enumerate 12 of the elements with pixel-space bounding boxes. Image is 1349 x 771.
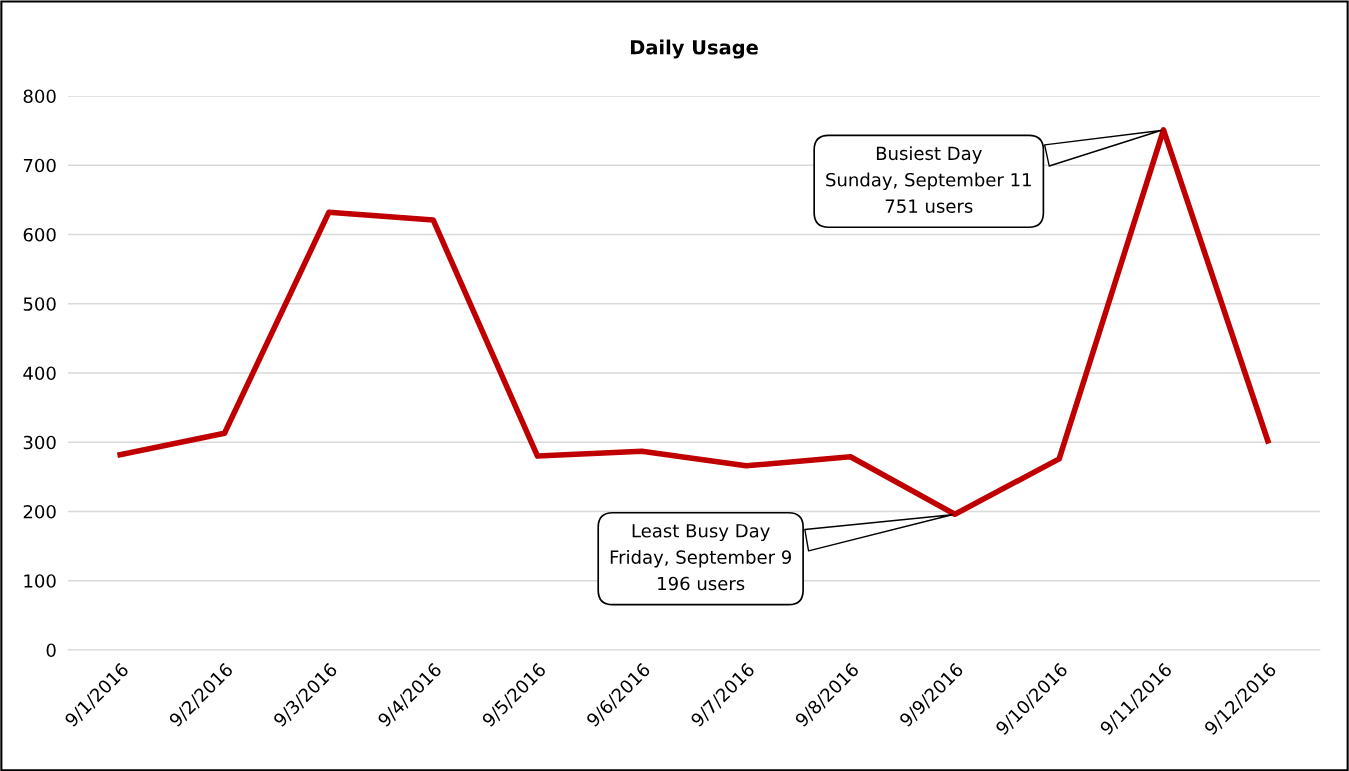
chart-title: Daily Usage bbox=[630, 39, 758, 59]
y-tick-label: 700 bbox=[23, 158, 56, 173]
y-tick-label: 300 bbox=[23, 435, 56, 450]
y-tick-label: 0 bbox=[46, 643, 56, 658]
annotation: Least Busy Day Friday, September 9 196 users bbox=[610, 524, 792, 591]
y-tick-label: 400 bbox=[23, 366, 56, 381]
annotation: Busiest Day Sunday, September 11 751 users bbox=[826, 146, 1031, 213]
y-tick-label: 200 bbox=[23, 504, 56, 519]
y-tick-label: 800 bbox=[23, 89, 56, 104]
y-tick-label: 100 bbox=[24, 574, 56, 588]
y-tick-label: 500 bbox=[23, 297, 56, 311]
y-tick-label: 600 bbox=[23, 227, 56, 242]
